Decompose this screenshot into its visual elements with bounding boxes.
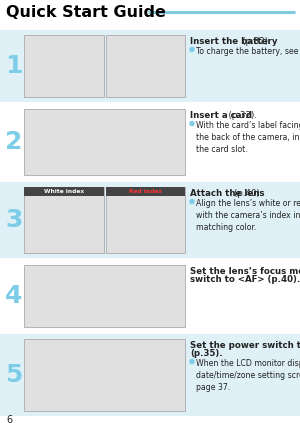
Bar: [0, 260, 300, 332]
Bar: [24, 187, 103, 196]
Text: (p.32).: (p.32).: [190, 111, 257, 120]
Text: White index: White index: [44, 189, 84, 194]
Bar: [0, 334, 300, 416]
Bar: [24, 265, 185, 327]
Circle shape: [190, 360, 194, 363]
Bar: [106, 187, 185, 253]
Text: switch to <AF> (p.40).: switch to <AF> (p.40).: [190, 275, 300, 284]
Bar: [0, 182, 300, 258]
Text: Insert the battery: Insert the battery: [190, 37, 278, 46]
Bar: [24, 109, 185, 175]
Text: To charge the battery, see page 30.: To charge the battery, see page 30.: [196, 47, 300, 56]
Bar: [0, 30, 300, 102]
Circle shape: [190, 200, 194, 203]
Text: (p.35).: (p.35).: [190, 349, 223, 358]
Text: 6: 6: [6, 415, 12, 423]
Bar: [24, 187, 103, 253]
Text: 3: 3: [5, 208, 23, 232]
Text: When the LCD monitor displays the
date/time/zone setting screens, see
page 37.: When the LCD monitor displays the date/t…: [196, 359, 300, 392]
Text: Insert a card: Insert a card: [190, 111, 252, 120]
Text: (p.40).: (p.40).: [190, 189, 262, 198]
Text: Quick Start Guide: Quick Start Guide: [6, 5, 166, 20]
Text: 5: 5: [5, 363, 23, 387]
Bar: [106, 35, 185, 97]
Bar: [0, 104, 300, 180]
Text: Set the lens’s focus mode: Set the lens’s focus mode: [190, 267, 300, 276]
Text: 1: 1: [5, 54, 23, 78]
Bar: [106, 187, 185, 196]
Text: With the card’s label facing toward
the back of the camera, insert it into
the c: With the card’s label facing toward the …: [196, 121, 300, 154]
Text: (p.32).: (p.32).: [190, 37, 271, 46]
Text: Set the power switch to <ON>: Set the power switch to <ON>: [190, 341, 300, 350]
Text: Attach the lens: Attach the lens: [190, 189, 265, 198]
Text: Align the lens’s white or red index
with the camera’s index in the
matching colo: Align the lens’s white or red index with…: [196, 199, 300, 232]
Bar: [24, 339, 185, 411]
Circle shape: [190, 47, 194, 52]
Text: 2: 2: [5, 130, 23, 154]
Text: Red index: Red index: [129, 189, 162, 194]
Bar: [24, 35, 103, 97]
Circle shape: [190, 121, 194, 126]
Text: 4: 4: [5, 284, 23, 308]
